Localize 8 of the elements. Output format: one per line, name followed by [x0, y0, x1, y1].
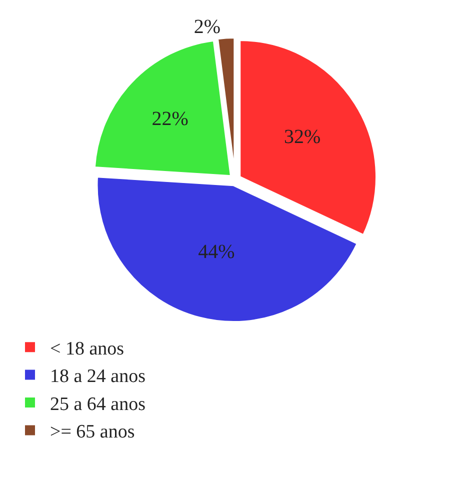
legend-label: < 18 anos — [50, 338, 124, 360]
data-label: 2% — [194, 16, 221, 38]
data-label: 22% — [152, 108, 188, 130]
legend-label: 18 a 24 anos — [50, 366, 146, 388]
legend-label: 25 a 64 anos — [50, 394, 146, 415]
legend-label: >= 65 anos — [50, 422, 135, 443]
data-label: 44% — [198, 241, 235, 264]
data-label: 32% — [284, 126, 321, 148]
